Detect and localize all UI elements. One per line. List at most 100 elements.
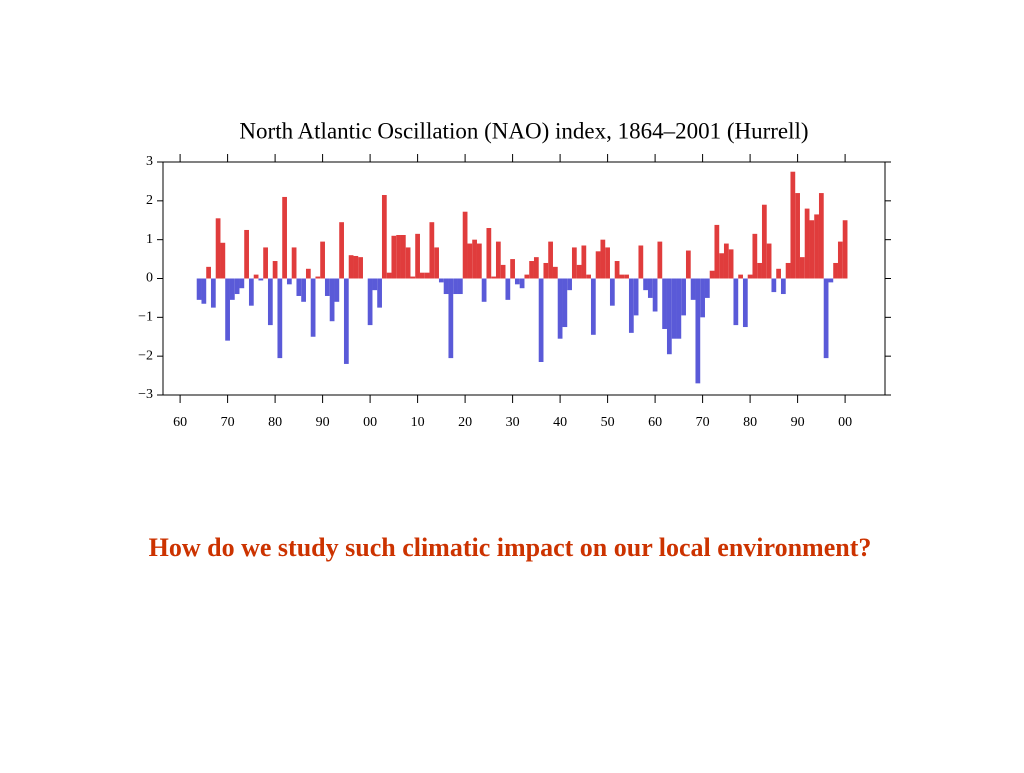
bar — [757, 262, 762, 279]
bar — [320, 241, 325, 279]
y-tick-label: −2 — [138, 348, 153, 363]
bar — [605, 247, 610, 279]
bar — [429, 222, 435, 279]
bar — [609, 278, 615, 306]
bar — [643, 278, 648, 291]
bar — [206, 266, 211, 279]
bar — [438, 278, 444, 283]
bar — [590, 278, 596, 335]
bar — [771, 278, 777, 293]
bar — [814, 214, 819, 279]
y-tick-label: 0 — [146, 271, 153, 286]
bar — [201, 278, 207, 304]
bar — [391, 235, 397, 279]
bar — [624, 274, 629, 279]
x-tick-label: 30 — [506, 415, 520, 430]
x-tick-label: 80 — [743, 415, 757, 430]
bar — [386, 272, 392, 279]
bar — [476, 243, 482, 279]
bar — [695, 278, 701, 384]
bar — [253, 274, 259, 279]
bar — [747, 274, 753, 279]
bar — [453, 278, 458, 295]
bar — [828, 278, 834, 283]
bar — [795, 193, 800, 279]
x-tick-label: 70 — [221, 415, 235, 430]
bar — [234, 278, 240, 295]
bar — [286, 278, 292, 285]
bar — [833, 262, 838, 279]
x-tick-label: 90 — [316, 415, 330, 430]
bar — [733, 278, 739, 326]
bar — [405, 247, 411, 279]
bar — [704, 278, 710, 298]
bar — [329, 278, 335, 322]
bar — [215, 218, 221, 279]
x-tick-label: 60 — [648, 415, 662, 430]
bar — [671, 278, 677, 339]
bar — [552, 266, 558, 279]
bar — [538, 278, 544, 362]
bar — [676, 278, 682, 339]
bar — [576, 264, 582, 279]
bar — [709, 270, 715, 279]
bar — [448, 278, 454, 359]
bar — [377, 278, 382, 308]
bar — [633, 278, 639, 316]
bar — [315, 276, 321, 279]
bar — [339, 222, 344, 279]
bar — [301, 278, 306, 302]
bar — [196, 278, 202, 300]
bar — [462, 211, 468, 279]
bar — [481, 278, 487, 302]
bar — [818, 193, 824, 279]
bar — [505, 278, 511, 300]
bar — [272, 261, 278, 279]
bar — [742, 278, 748, 328]
bar — [628, 278, 634, 333]
bar — [400, 235, 406, 279]
bar — [700, 278, 705, 318]
bar — [434, 247, 439, 279]
bar — [310, 278, 316, 337]
bar — [586, 274, 591, 279]
chart-title: North Atlantic Oscillation (NAO) index, … — [239, 118, 808, 143]
bar — [571, 247, 577, 279]
bar — [595, 251, 601, 279]
bar — [647, 278, 653, 298]
bar — [685, 250, 691, 279]
bar — [581, 245, 587, 279]
bar — [790, 171, 796, 279]
bar — [282, 196, 287, 279]
bar — [548, 241, 553, 279]
x-tick-label: 50 — [601, 415, 615, 430]
bar — [738, 274, 743, 279]
bar — [358, 257, 363, 279]
bar — [723, 243, 729, 279]
bar — [533, 257, 539, 279]
bar — [823, 278, 829, 359]
bar — [220, 242, 226, 279]
bar — [524, 274, 530, 279]
bar — [500, 264, 506, 279]
x-tick-label: 00 — [363, 415, 377, 430]
bar — [614, 261, 620, 279]
bar — [277, 278, 283, 359]
bar — [842, 220, 848, 279]
bar — [567, 278, 572, 291]
y-tick-label: −1 — [138, 310, 153, 325]
bar — [472, 239, 477, 279]
bar — [372, 278, 378, 291]
bar — [263, 247, 268, 279]
bar — [799, 257, 805, 279]
bar — [514, 278, 520, 285]
bar — [519, 278, 525, 289]
bar — [291, 247, 297, 279]
bar — [343, 278, 349, 364]
bar — [267, 278, 273, 326]
bar — [415, 233, 420, 279]
bar — [557, 278, 563, 339]
bar — [719, 253, 724, 279]
